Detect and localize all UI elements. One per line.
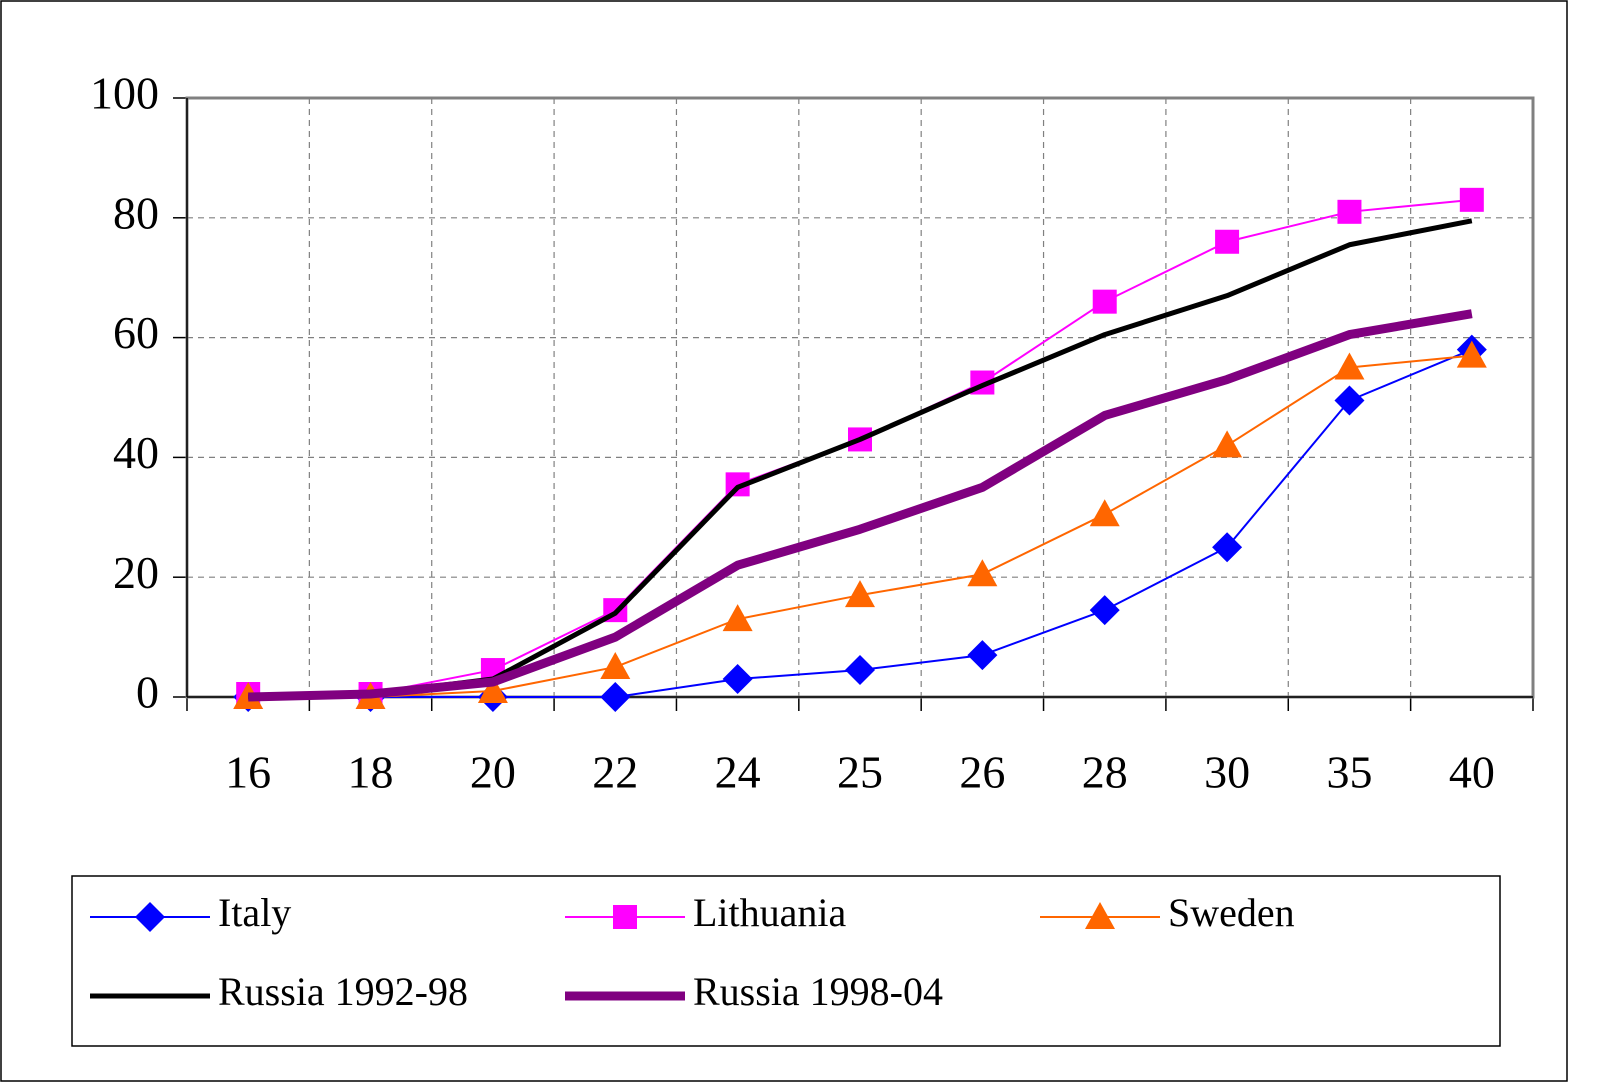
y-tick-label: 80 — [113, 187, 159, 238]
y-tick-label: 20 — [113, 547, 159, 598]
legend-label: Lithuania — [693, 890, 847, 935]
marker-triangle — [722, 604, 753, 632]
legend-label: Sweden — [1168, 890, 1295, 935]
x-tick-label: 18 — [348, 747, 394, 798]
x-tick-label: 16 — [225, 747, 271, 798]
x-tick-label: 22 — [592, 747, 638, 798]
legend-label: Italy — [218, 890, 291, 935]
legend-label: Russia 1998-04 — [693, 969, 943, 1014]
marker-triangle — [477, 676, 508, 704]
x-tick-label: 20 — [470, 747, 516, 798]
marker-square — [1092, 289, 1117, 314]
x-tick-label: 25 — [837, 747, 883, 798]
legend-label: Russia 1992-98 — [218, 969, 468, 1014]
marker-triangle — [1089, 499, 1120, 527]
marker-triangle — [1456, 340, 1487, 368]
x-tick-label: 24 — [715, 747, 761, 798]
marker-square — [1337, 199, 1362, 224]
marker-diamond — [1334, 385, 1365, 416]
marker-diamond — [845, 655, 875, 686]
marker-triangle — [600, 652, 631, 680]
marker-triangle — [967, 559, 998, 587]
marker-square — [1459, 187, 1484, 212]
marker-square — [1215, 229, 1240, 254]
x-tick-label: 30 — [1204, 747, 1250, 798]
marker-diamond — [967, 640, 998, 671]
x-tick-label: 40 — [1449, 747, 1495, 798]
series-line — [248, 309, 1473, 702]
y-tick-label: 40 — [113, 427, 159, 478]
marker-square — [613, 905, 637, 929]
marker-diamond — [722, 664, 753, 695]
marker-diamond — [135, 902, 165, 932]
marker-diamond — [1089, 595, 1120, 626]
marker-diamond — [600, 682, 631, 712]
legend-box — [71, 875, 1501, 1047]
x-tick-label: 35 — [1326, 747, 1372, 798]
y-tick-label: 100 — [90, 68, 159, 119]
marker-triangle — [1212, 430, 1243, 458]
y-tick-label: 60 — [113, 307, 159, 358]
marker-diamond — [1212, 532, 1243, 563]
marker-triangle — [1334, 352, 1365, 380]
y-tick-label: 0 — [136, 667, 159, 718]
x-tick-label: 28 — [1082, 747, 1128, 798]
marker-triangle — [1085, 902, 1115, 929]
x-tick-label: 26 — [959, 747, 1005, 798]
marker-triangle — [845, 580, 875, 608]
